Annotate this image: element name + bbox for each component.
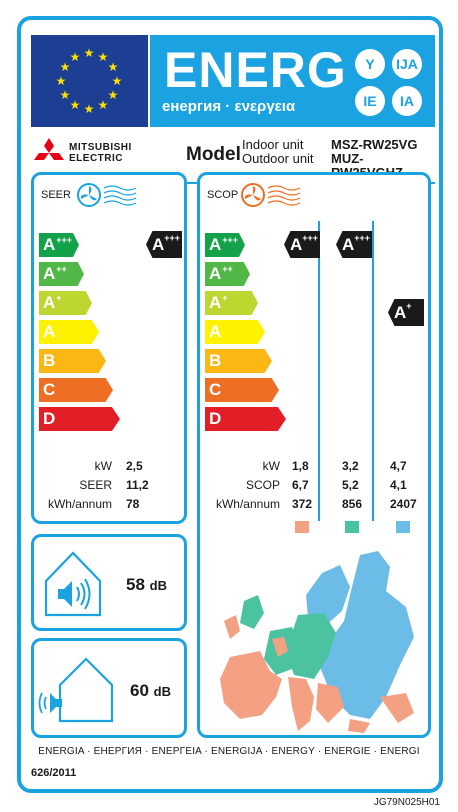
europe-climate-map [220, 551, 414, 733]
svg-text:★: ★ [70, 50, 81, 64]
svg-text:★: ★ [108, 88, 119, 102]
lang-badge-ija: IJA [392, 49, 422, 79]
scop-title: SCOP [207, 189, 239, 201]
row-label-kw: kW [94, 459, 112, 473]
class-arrow: A ++ [39, 262, 84, 286]
row-label-seer: SEER [79, 478, 112, 492]
mitsubishi-logo-icon [34, 138, 64, 160]
energy-banner: ENERG енергия · ενεργεια Y IJA IE IA [150, 35, 435, 127]
lang-badge-ia: IA [392, 86, 422, 116]
zone3-kwh: 2407 [390, 497, 417, 511]
heating-rating-zone3: A + [388, 299, 424, 326]
zone1-swatch [295, 521, 309, 533]
model-row: MITSUBISHI ELECTRIC Model Indoor unit Ou… [31, 136, 435, 180]
cooling-fan-icon [77, 183, 137, 207]
svg-text:★: ★ [60, 60, 71, 74]
seer-title: SEER [41, 189, 71, 201]
svg-text:★: ★ [84, 46, 95, 60]
zone2-kw: 3,2 [342, 459, 359, 473]
class-arrow: B [39, 349, 106, 373]
class-arrow: B [205, 349, 272, 373]
svg-text:★: ★ [108, 60, 119, 74]
class-arrow: A + [205, 291, 258, 315]
cooling-kwh: 78 [126, 497, 140, 511]
heating-fan-icon [241, 183, 301, 207]
zone3-kw: 4,7 [390, 459, 407, 473]
class-arrow: A [205, 320, 265, 344]
cooling-seer: 11,2 [126, 478, 149, 492]
heating-rating-zone2: A +++ [336, 231, 372, 258]
row-label-kw: kW [262, 459, 280, 473]
class-arrow: A +++ [205, 233, 245, 257]
class-arrow: A [39, 320, 99, 344]
indoor-noise-value: 58 dB [126, 575, 167, 594]
row-label-scop: SCOP [245, 478, 280, 492]
row-label-kwh: kWh/annum [47, 497, 112, 511]
indoor-noise-panel: 58 dB [31, 534, 187, 631]
model-label: Model [186, 144, 241, 165]
class-arrow: A ++ [205, 262, 250, 286]
heating-rating-zone1: A +++ [284, 231, 320, 258]
zone2-scop: 5,2 [342, 478, 359, 492]
svg-text:★: ★ [98, 98, 109, 112]
svg-text:★: ★ [112, 74, 123, 88]
zone3-scop: 4,1 [390, 478, 407, 492]
regulation-number: 626/2011 [31, 767, 77, 779]
outdoor-speaker-icon [38, 657, 114, 723]
cooling-kw: 2,5 [126, 459, 143, 473]
lang-badge-ie: IE [355, 86, 385, 116]
svg-text:★: ★ [56, 74, 67, 88]
cooling-rating: A +++ [146, 231, 182, 258]
zone1-kw: 1,8 [292, 459, 309, 473]
energy-title: ENERG [164, 42, 347, 98]
indoor-model: MSZ-RW25VG [331, 137, 418, 152]
energy-subtitle: енергия · ενεργεια [162, 98, 296, 115]
document-code: JG79N025H01 [373, 797, 440, 808]
zone1-kwh: 372 [292, 497, 313, 511]
svg-text:★: ★ [98, 50, 109, 64]
lang-badge-y: Y [355, 49, 385, 79]
row-label-kwh: kWh/annum [215, 497, 280, 511]
cooling-panel: SEER A +++ A ++ A + A B C D A +++ kW SEER kW… [31, 172, 187, 524]
eu-flag: ★ ★ ★ ★ ★ ★ ★ ★ ★ ★ ★ ★ [31, 35, 148, 127]
zone1-scop: 6,7 [292, 478, 309, 492]
class-arrow: D [39, 407, 120, 431]
label-header: ★ ★ ★ ★ ★ ★ ★ ★ ★ ★ ★ ★ ENERG енергия · ενεργεια… [31, 35, 435, 127]
indoor-speaker-icon [44, 551, 102, 617]
svg-text:★: ★ [84, 102, 95, 116]
zone2-kwh: 856 [342, 497, 363, 511]
class-arrow: C [205, 378, 279, 402]
zone-divider [372, 221, 374, 521]
unit-labels: Indoor unit Outdoor unit [242, 137, 314, 166]
heating-panel: SCOP A +++ A ++ A + A B C D A +++ A +++ A + kW… [197, 172, 431, 738]
zone2-swatch [345, 521, 359, 533]
brand-name: MITSUBISHI ELECTRIC [69, 142, 132, 164]
footer-languages: ENERGIA · ЕНЕРГИЯ · ΕΝΕΡΓΕΙΑ · ENERGIJA … [38, 746, 420, 757]
class-arrow: D [205, 407, 286, 431]
svg-text:★: ★ [70, 98, 81, 112]
zone-divider [318, 221, 320, 521]
outdoor-noise-panel: 60 dB [31, 638, 187, 738]
class-arrow: C [39, 378, 113, 402]
svg-text:★: ★ [60, 88, 71, 102]
class-arrow: A +++ [39, 233, 79, 257]
class-arrow: A + [39, 291, 92, 315]
zone3-swatch [396, 521, 410, 533]
outdoor-noise-value: 60 dB [130, 681, 171, 700]
